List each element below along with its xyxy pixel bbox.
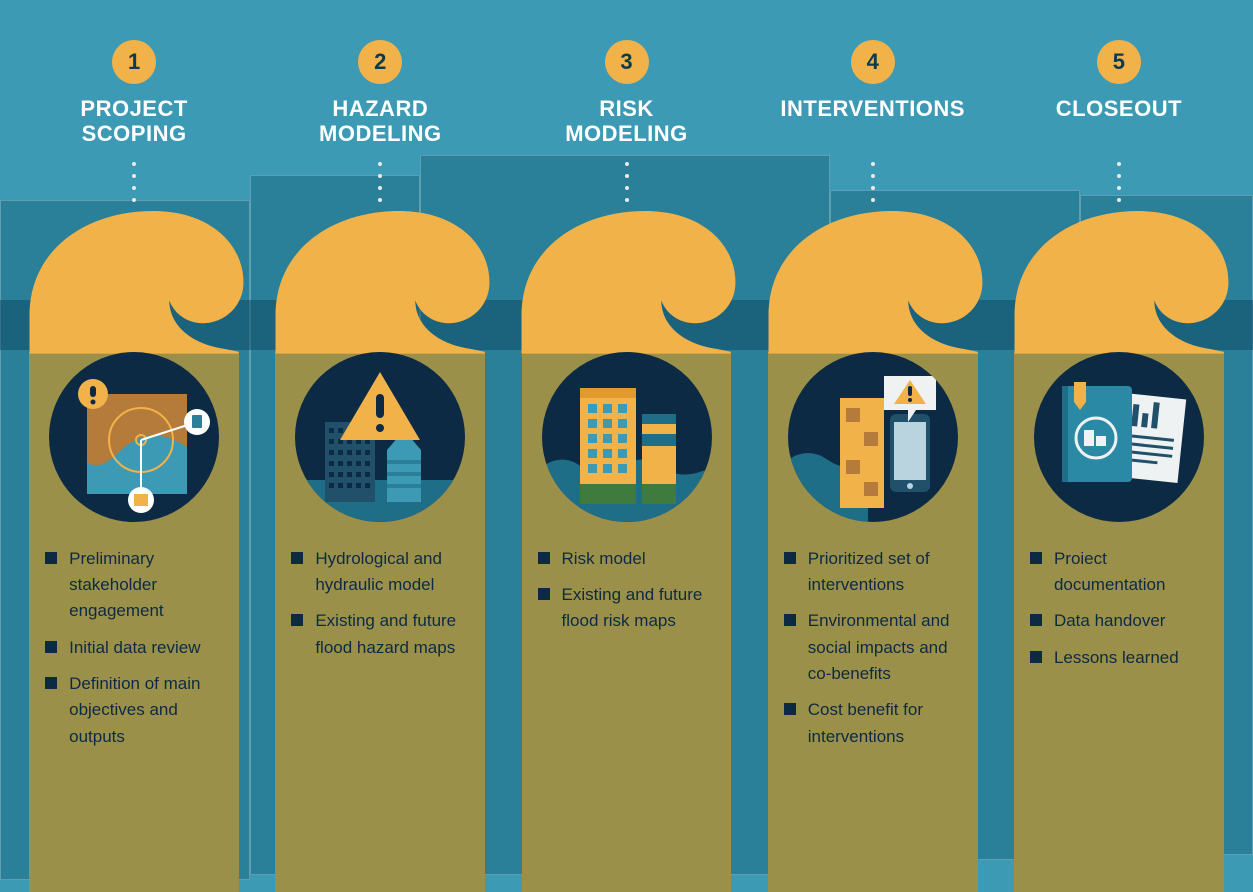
stage: 3 RISK MODELING Risk model Existing and f… <box>512 40 740 892</box>
stage-title: HAZARD MODELING <box>319 96 442 152</box>
stage-items: Risk model Existing and future flood risk… <box>536 546 718 635</box>
wave-card: Proiect documentation Data handover Lesson… <box>1005 192 1233 892</box>
stage-icon <box>49 352 219 522</box>
stage-number-badge: 4 <box>851 40 895 84</box>
stage: 1 PROJECT SCOPING Preliminar <box>20 40 248 892</box>
card-body: Risk model Existing and future flood risk… <box>522 352 732 892</box>
card-body: Preliminary stakeholder engagement Initia… <box>29 352 239 892</box>
stage: 2 HAZARD MODELING Hydrological and hydra… <box>266 40 494 892</box>
stage-items: Proiect documentation Data handover Lesson… <box>1028 546 1210 671</box>
stage-number-badge: 3 <box>605 40 649 84</box>
stage-item: Definition of main objectives and output… <box>43 671 225 750</box>
stage-title: PROJECT SCOPING <box>80 96 187 152</box>
stage-item: Proiect documentation <box>1028 546 1210 599</box>
stage-item: Lessons learned <box>1028 645 1210 671</box>
wave-card: Risk model Existing and future flood risk… <box>512 192 740 892</box>
stage-icon <box>1034 352 1204 522</box>
stage-number-badge: 1 <box>112 40 156 84</box>
stage-item: Existing and future flood risk maps <box>536 582 718 635</box>
wave-card: Hydrological and hydraulic model Existing… <box>266 192 494 892</box>
stage-title: INTERVENTIONS <box>780 96 965 152</box>
card-body: Prioritized set of interventions Environm… <box>768 352 978 892</box>
stage-item: Hydrological and hydraulic model <box>289 546 471 599</box>
stage-title: RISK MODELING <box>565 96 688 152</box>
stage-item: Data handover <box>1028 608 1210 634</box>
stage-item: Risk model <box>536 546 718 572</box>
stage-items: Preliminary stakeholder engagement Initia… <box>43 546 225 750</box>
stage-number-badge: 2 <box>358 40 402 84</box>
stage-icon <box>295 352 465 522</box>
stage-item: Cost benefit for interventions <box>782 697 964 750</box>
stage-item: Prioritized set of interventions <box>782 546 964 599</box>
wave-card: Prioritized set of interventions Environm… <box>759 192 987 892</box>
stage-items: Prioritized set of interventions Environm… <box>782 546 964 750</box>
stage-item: Existing and future flood hazard maps <box>289 608 471 661</box>
card-body: Proiect documentation Data handover Lesson… <box>1014 352 1224 892</box>
stage: 5 CLOSEOUT <box>1005 40 1233 892</box>
card-body: Hydrological and hydraulic model Existing… <box>275 352 485 892</box>
stage: 4 INTERVENTIONS Prioritized <box>759 40 987 892</box>
stage-title: CLOSEOUT <box>1056 96 1182 152</box>
stage-number-badge: 5 <box>1097 40 1141 84</box>
stage-icon <box>542 352 712 522</box>
stage-item: Initial data review <box>43 635 225 661</box>
stage-item: Environmental and social impacts and co-… <box>782 608 964 687</box>
stages-row: 1 PROJECT SCOPING Preliminar <box>20 40 1233 892</box>
stage-items: Hydrological and hydraulic model Existing… <box>289 546 471 661</box>
stage-icon <box>788 352 958 522</box>
stage-item: Preliminary stakeholder engagement <box>43 546 225 625</box>
wave-card: Preliminary stakeholder engagement Initia… <box>20 192 248 892</box>
